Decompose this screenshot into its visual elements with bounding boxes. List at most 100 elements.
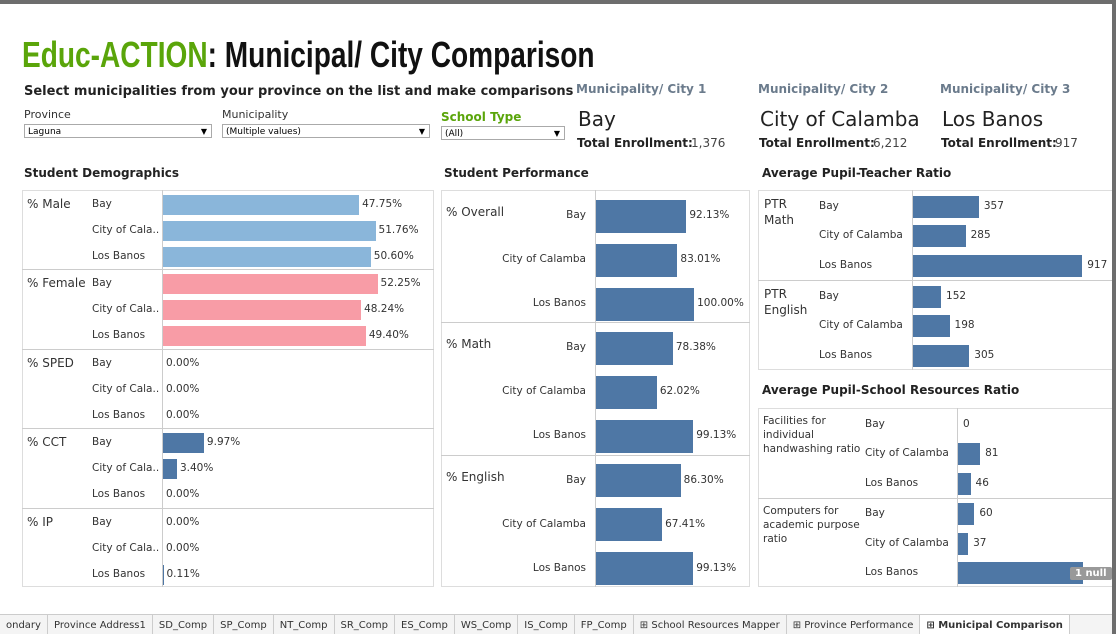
tab-label: FP_Comp [580,620,627,631]
enrollment-value: 1,376 [691,136,726,150]
sheet-tab[interactable]: IS_Comp [518,615,575,634]
tab-label: Municipal Comparison [938,620,1063,631]
bar [596,419,694,453]
value-label: 0.00% [166,382,200,395]
sheet-tab[interactable]: Province Address1 [48,615,153,634]
value-label: 0.11% [166,567,200,580]
sheet-tab[interactable]: FP_Comp [575,615,634,634]
row-name: Bay [865,417,885,430]
bar [596,508,663,542]
bar [163,247,371,267]
value-label: 152 [946,289,967,302]
group-separator [22,348,434,350]
row-name: Bay [566,473,586,486]
sheet-tab[interactable]: ⊞ School Resources Mapper [634,615,787,634]
value-label: 198 [954,319,975,332]
row-name: Bay [92,436,112,449]
bar [596,375,657,409]
filter-dropdown[interactable]: (Multiple values) ▼ [222,124,430,138]
tab-label: ondary [6,620,41,631]
city-name: Los Banos [942,107,1044,131]
title-rest: : Municipal/ City Comparison [207,34,595,75]
filter-dropdown[interactable]: Laguna ▼ [24,124,212,138]
row-name: Los Banos [92,488,146,501]
row-name: Los Banos [92,329,146,342]
value-label: 37 [973,536,987,549]
group-label: Computers for academic purpose ratio [763,504,860,545]
bar [163,195,360,215]
value-label: 52.25% [380,277,421,290]
sheet-tab[interactable]: SR_Comp [335,615,395,634]
tab-label: School Resources Mapper [651,620,780,631]
bar [163,300,362,321]
tab-label: SD_Comp [158,620,208,631]
enrollment-value: 917 [1055,136,1078,150]
row-name: Bay [92,277,112,290]
axis-line [595,190,596,587]
value-label: 0.00% [166,515,200,528]
group-label: PTR English [764,287,808,317]
tab-label: WS_Comp [460,620,512,631]
title: Educ-ACTION: Municipal/ City Comparison [22,34,595,76]
sheet-tab[interactable]: ondary [0,615,48,634]
bar [163,221,376,241]
filter-label: Province [24,108,71,121]
sheet-tab[interactable]: SP_Comp [214,615,274,634]
tab-label: Province Performance [804,620,914,631]
group-separator [441,454,750,456]
sheet-tab[interactable]: ES_Comp [395,615,455,634]
group-separator [758,497,1112,499]
tab-label: SP_Comp [220,620,267,631]
bar [913,285,942,308]
panel-title: Average Pupil-Teacher Ratio [762,166,952,180]
value-label: 3.40% [179,462,214,475]
value-label: 917 [1087,258,1108,271]
city-heading: Municipality/ City 3 [940,82,1071,96]
enrollment-label: Total Enrollment: [941,136,1057,150]
value-label: 67.41% [665,517,706,530]
tab-bar: ondary Province Address1 SD_Comp SP_Comp NT_… [0,614,1112,634]
group-separator [22,428,434,430]
value-label: 100.00% [697,297,744,309]
filter-dropdown[interactable]: (All) ▼ [441,126,565,140]
tab-label: IS_Comp [524,620,568,631]
row-name: Los Banos [532,561,586,574]
row-name: City of Calamba [502,253,586,265]
row-name: Los Banos [819,348,873,361]
row-name: Los Banos [92,250,146,262]
row-name: Los Banos [865,476,919,489]
city-name: City of Calamba [760,107,920,131]
bar [596,243,678,277]
row-name: Bay [819,289,839,302]
dropdown-arrow: ▼ [200,127,207,136]
row-name: City of Calamba [502,517,586,530]
row-name: Los Banos [92,408,146,421]
group-label: % Math [446,337,492,352]
row-name: City of Cala.. [92,382,160,395]
sheet-tab[interactable]: ⊞ Municipal Comparison [920,615,1070,634]
value-label: 86.30% [683,473,724,486]
bar [958,503,975,526]
value-label: 357 [983,199,1004,212]
sheet-tab[interactable]: ⊞ Province Performance [787,615,921,634]
bar [958,443,981,466]
group-label: % SPED [27,355,74,370]
sheet-tab[interactable]: NT_Comp [274,615,335,634]
value-label: 305 [974,348,995,361]
group-label: % IP [27,514,53,529]
sheet-tab[interactable]: WS_Comp [455,615,519,634]
city-name: Bay [578,107,616,131]
panel-title: Student Demographics [24,166,180,180]
bar [913,344,970,367]
value-label: 0.00% [166,408,200,421]
row-name: Los Banos [92,567,146,580]
row-name: Los Banos [819,258,873,271]
row-name: Los Banos [865,566,919,579]
sheet-tab[interactable]: SD_Comp [153,615,215,634]
bar [596,552,694,586]
subtitle: Select municipalities from your province… [24,84,574,99]
row-name: City of Cala.. [92,224,160,236]
panel-frame [22,190,434,587]
group-separator [758,280,1112,281]
value-label: 0.00% [166,356,200,369]
